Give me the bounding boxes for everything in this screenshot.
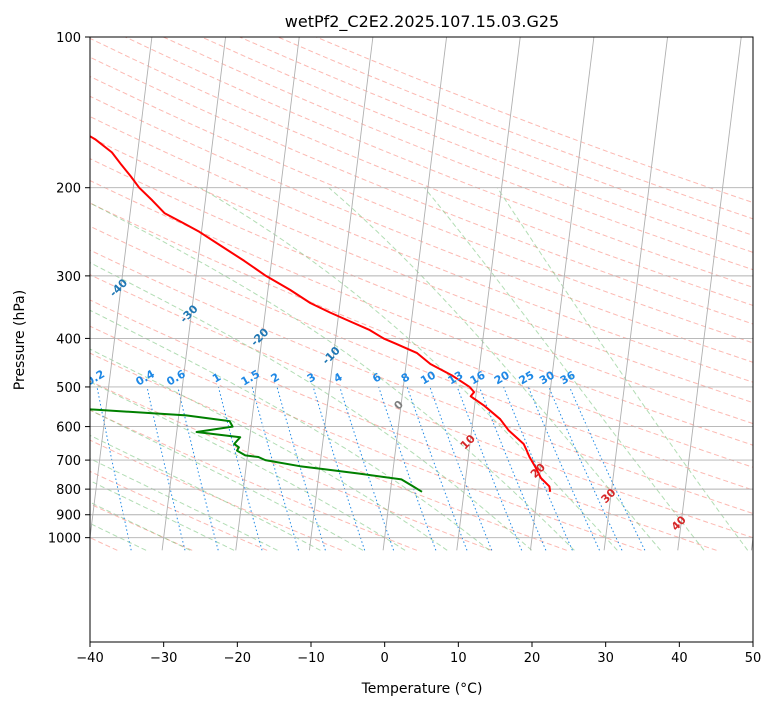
- isotherm-line: [308, 37, 374, 551]
- moist-adiabat-line: [496, 187, 749, 551]
- x-tick-label: −20: [224, 651, 251, 666]
- mixing-ratio-line: [503, 386, 573, 551]
- dry-adiabat-line: [90, 56, 753, 325]
- y-tick-label: 900: [56, 509, 81, 524]
- plot-frame: [89, 36, 754, 643]
- plot-area: -100-90-80-70-60-50-40-30-20-10010203040…: [90, 37, 753, 551]
- moist-adiabat-line: [90, 348, 448, 551]
- profile-lines: [90, 135, 552, 493]
- x-axis-label: Temperature (°C): [361, 681, 483, 697]
- isotherm-line: [603, 37, 669, 551]
- dry-adiabat-line: [90, 202, 753, 468]
- isotherm-line: [529, 37, 595, 551]
- dry-adiabat-line: [90, 116, 753, 383]
- y-tick-label: 800: [56, 483, 81, 498]
- dry-adiabat-line: [90, 180, 753, 446]
- isotherm-line: [235, 37, 300, 551]
- dry-adiabat-line: [90, 158, 753, 425]
- isotherm-line: [677, 37, 742, 551]
- dry-adiabat-line: [90, 95, 753, 363]
- moist-adiabat-line: [90, 381, 406, 551]
- moist-adiabat-line: [90, 434, 321, 551]
- x-tick-label: 50: [745, 651, 762, 666]
- moist-adiabat-line: [328, 187, 661, 551]
- y-tick-label: 500: [56, 381, 81, 396]
- y-tick-label: 100: [56, 31, 81, 46]
- x-tick-label: −40: [76, 651, 103, 666]
- x-tick-label: 40: [671, 651, 688, 666]
- mixing-ratio-line: [146, 386, 186, 551]
- y-tick-label: 600: [56, 421, 81, 436]
- mixing-ratio-line: [251, 386, 299, 551]
- dry-adiabat-line: [90, 75, 753, 344]
- moist-adiabat-line: [199, 187, 618, 551]
- isotherm-line: [382, 37, 448, 551]
- mixing-ratio-line: [177, 386, 219, 551]
- isotherm-line: [161, 37, 227, 551]
- mixing-ratio-line: [339, 386, 395, 551]
- dry-adiabat-line: [90, 352, 567, 551]
- dry-adiabat-line: [90, 249, 753, 515]
- mixing-ratio-line: [276, 386, 326, 551]
- mixing-ratio-line: [478, 386, 547, 551]
- moist-adiabat-line: [90, 309, 490, 551]
- y-tick-label: 300: [56, 270, 81, 285]
- x-axis: −40 −30 −20 −10 0 10 20 30 40 50: [76, 642, 761, 666]
- x-tick-label: 0: [381, 651, 389, 666]
- y-tick-label: 700: [56, 454, 81, 469]
- y-tick-label: 200: [56, 182, 81, 197]
- y-tick-label: 400: [56, 332, 81, 347]
- y-axis-label: Pressure (hPa): [12, 290, 28, 390]
- dry-adiabat-line: [90, 136, 753, 404]
- isotherm-line: [456, 37, 521, 551]
- mixing-ratio-line: [378, 386, 437, 551]
- y-tick-label: 1000: [48, 532, 81, 547]
- x-tick-label: 10: [450, 651, 467, 666]
- x-tick-label: 30: [597, 651, 614, 666]
- mixing-ratio-line: [527, 386, 600, 551]
- pressure-grid: [90, 37, 753, 539]
- y-axis: 100 200 300 400 500 600 700 800 900 1000: [48, 31, 90, 547]
- moist-adiabat-line: [90, 409, 364, 551]
- moist-adiabat-line: [90, 262, 533, 551]
- moist-adiabat-line: [90, 202, 575, 551]
- mixing-ratio-line: [312, 386, 366, 551]
- isotherm-line: [90, 37, 153, 542]
- isotherm-grid: [90, 37, 753, 551]
- mixing-ratio-line: [456, 386, 523, 551]
- dewpoint-profile: [90, 408, 423, 493]
- x-tick-label: 20: [524, 651, 541, 666]
- temperature-profile: [90, 135, 552, 492]
- x-tick-label: −10: [297, 651, 324, 666]
- moist-adiabat-line: [90, 480, 235, 551]
- chart-title: wetPf2_C2E2.2025.107.15.03.G25: [285, 12, 559, 32]
- x-tick-label: −30: [150, 651, 177, 666]
- moist-adiabat-line: [424, 187, 705, 551]
